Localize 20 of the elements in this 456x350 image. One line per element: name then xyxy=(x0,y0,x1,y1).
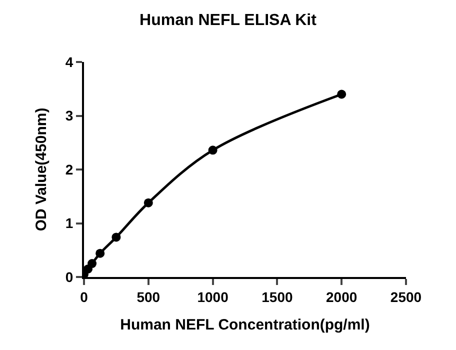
y-tick-label: 3 xyxy=(65,108,74,124)
x-tick-label: 1000 xyxy=(197,288,229,305)
x-tick-label: 500 xyxy=(136,288,160,305)
x-tick-label: 2000 xyxy=(326,288,358,305)
y-tick-label: 0 xyxy=(65,268,74,285)
x-tick-label: 0 xyxy=(80,288,88,305)
point xyxy=(88,259,97,268)
x-axis-title: Human NEFL Concentration(pg/ml) xyxy=(120,316,370,334)
y-tick-label: 1 xyxy=(65,215,74,232)
y-tick-label: 4 xyxy=(65,54,74,70)
x-tick-label: 1500 xyxy=(262,288,293,305)
point xyxy=(337,90,346,99)
point xyxy=(208,146,218,155)
point xyxy=(144,198,153,208)
y-axis-title: OD Value(450nm) xyxy=(33,108,50,232)
x-tick-label: 2500 xyxy=(390,288,422,305)
chart-title: Human NEFL ELISA Kit xyxy=(140,12,318,30)
y-tick-label: 2 xyxy=(65,161,74,178)
point xyxy=(96,248,105,258)
point xyxy=(112,232,121,242)
